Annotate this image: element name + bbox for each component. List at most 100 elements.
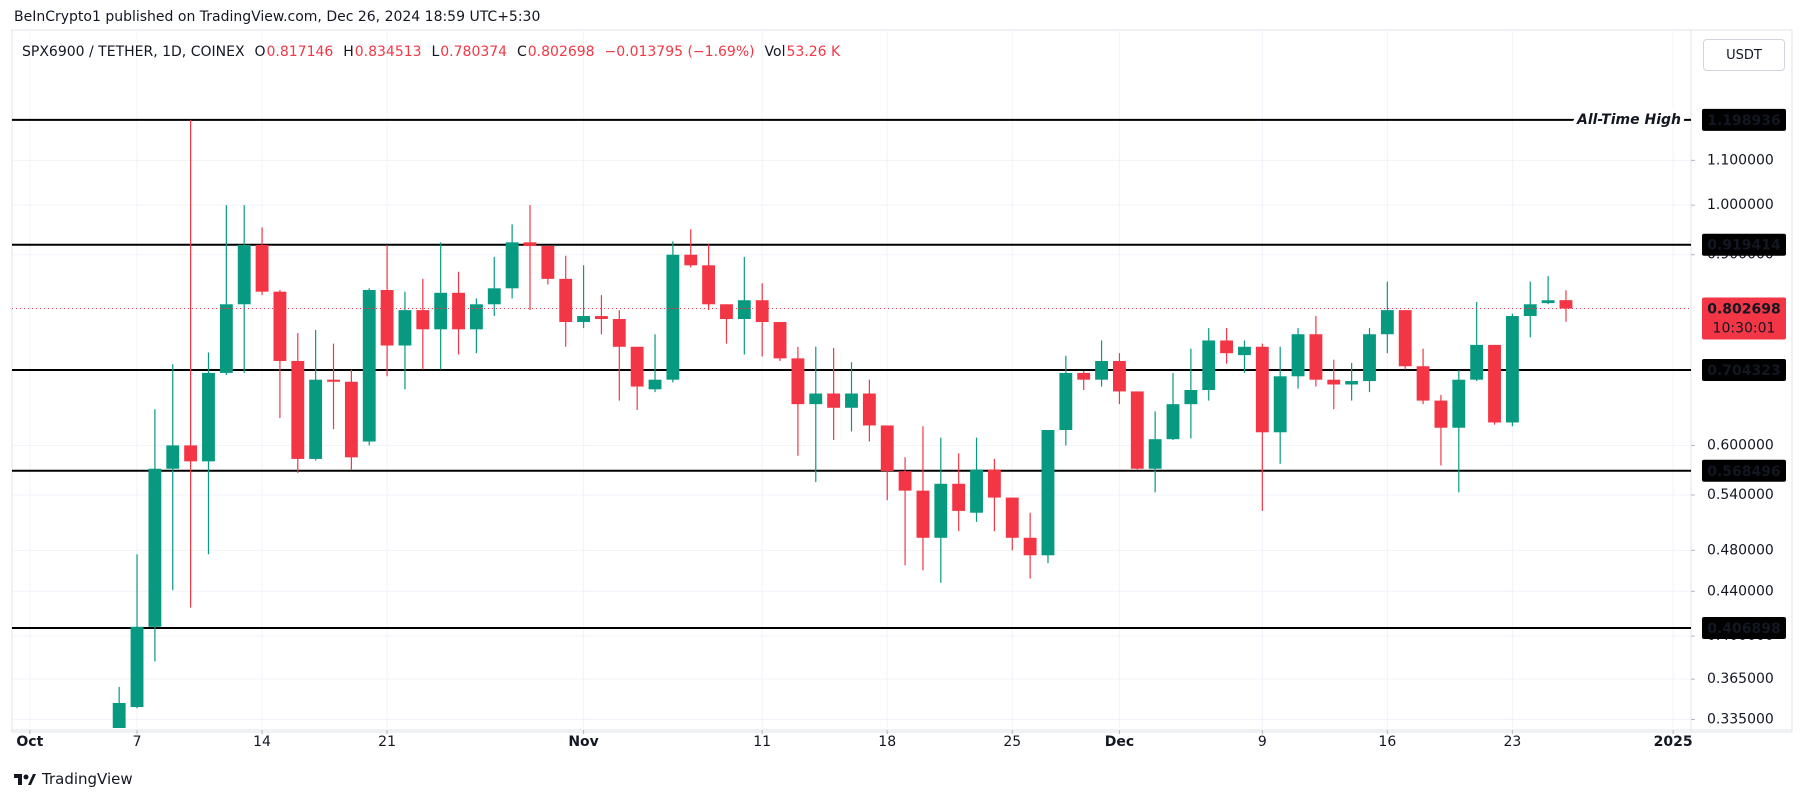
candle-body (773, 322, 787, 359)
candle-body (827, 393, 841, 408)
legend-label: O (254, 44, 266, 60)
legend-label: C (516, 44, 527, 60)
candle-body (862, 393, 876, 426)
x-tick-label: 18 (878, 734, 896, 750)
candle-body (987, 469, 1001, 498)
candle-body (1345, 381, 1359, 385)
candle-body (380, 289, 394, 346)
candle-body (523, 242, 537, 246)
candle-body (434, 292, 448, 330)
currency-button[interactable]: USDT (1703, 39, 1785, 71)
candle-body (1220, 340, 1234, 354)
candle-body (148, 468, 162, 627)
candle-body (219, 304, 233, 373)
candle-body (202, 372, 215, 462)
candle-body (273, 291, 287, 361)
y-tick-label: 0.440000 (1707, 583, 1774, 599)
candle-body (1148, 439, 1162, 469)
candle-body (255, 244, 269, 292)
candle-body (1255, 346, 1269, 433)
annotation: All-Time High (1576, 112, 1681, 128)
level-label: 0.568496 (1707, 464, 1781, 480)
legend-value: 0.802698 (527, 44, 595, 60)
candle-body (880, 425, 894, 472)
candle-body (612, 319, 626, 347)
candle-body (1112, 360, 1126, 392)
candle-body (1559, 300, 1573, 309)
y-tick-label: 1.100000 (1707, 152, 1774, 168)
candle-body (112, 702, 126, 728)
candle-body (720, 304, 733, 320)
x-tick-label: 16 (1378, 734, 1396, 750)
level-label-box (1702, 108, 1786, 131)
candle-body (737, 300, 751, 320)
y-tick-label: 0.365000 (1707, 671, 1774, 687)
y-tick-label: 0.480000 (1707, 542, 1774, 558)
candle-body (1470, 344, 1484, 380)
legend-label: L (431, 44, 440, 60)
candle-body (184, 445, 198, 462)
level-label-box (1702, 233, 1786, 256)
price-marker-box (1702, 297, 1786, 340)
legend-label: H (343, 44, 354, 60)
brand: TradingView (14, 770, 133, 788)
candle-body (237, 244, 251, 305)
candle-body (791, 358, 805, 405)
candle-body (1202, 340, 1216, 391)
x-tick-label: 25 (1003, 734, 1021, 750)
candle-body (1488, 344, 1501, 423)
x-tick-label: 23 (1503, 734, 1521, 750)
candle-body (1398, 310, 1412, 367)
candle-body (1184, 390, 1198, 405)
y-tick-label: 0.540000 (1707, 487, 1774, 503)
candle-body (1523, 304, 1537, 317)
x-tick-label: Oct (16, 734, 43, 750)
x-tick-label: 7 (133, 734, 142, 750)
level-label: 0.919414 (1707, 238, 1781, 254)
legend-volume: 53.26 K (786, 44, 841, 60)
candle-body (1363, 334, 1376, 382)
candle-body (416, 310, 430, 330)
candle-body (1380, 310, 1394, 335)
y-tick-label: 0.600000 (1707, 437, 1774, 453)
x-tick-label: Dec (1105, 734, 1134, 750)
x-tick-label: 21 (378, 734, 396, 750)
candle-body (630, 346, 644, 387)
candle-body (648, 379, 662, 390)
candle-body (1541, 300, 1555, 304)
x-tick-label: 14 (253, 734, 271, 750)
candle-body (362, 289, 376, 442)
candles (112, 119, 1573, 728)
candle-body (1452, 379, 1466, 428)
candle-body (1166, 404, 1180, 440)
brand-logo (14, 774, 36, 785)
level-label-box (1702, 459, 1786, 482)
candle-body (845, 393, 858, 408)
legend-value: 0.780374 (440, 44, 508, 60)
legend-value: 0.834513 (354, 44, 422, 60)
candle-body (809, 393, 823, 405)
candle-body (166, 445, 180, 469)
plot-frame (11, 29, 1793, 733)
candle-body (309, 379, 323, 459)
candle-body (898, 471, 912, 491)
candle-body (702, 265, 716, 305)
candle-body (1416, 366, 1430, 401)
candle-body (684, 254, 698, 266)
legend-value: 0.817146 (266, 44, 334, 60)
candle-body (541, 245, 555, 279)
candle-body (1041, 429, 1055, 556)
level-label: 0.704323 (1707, 363, 1781, 379)
level-label: 1.198936 (1707, 113, 1781, 129)
candle-body (1327, 379, 1341, 385)
candle-body (344, 381, 358, 458)
candle-body (1505, 316, 1519, 423)
x-tick-label: 2025 (1654, 734, 1693, 750)
y-tick-label: 1.000000 (1707, 197, 1774, 213)
countdown: 10:30:01 (1713, 321, 1776, 337)
y-tick-label: 0.335000 (1707, 712, 1774, 728)
candle-body (398, 310, 412, 346)
candle-body (1273, 376, 1287, 433)
